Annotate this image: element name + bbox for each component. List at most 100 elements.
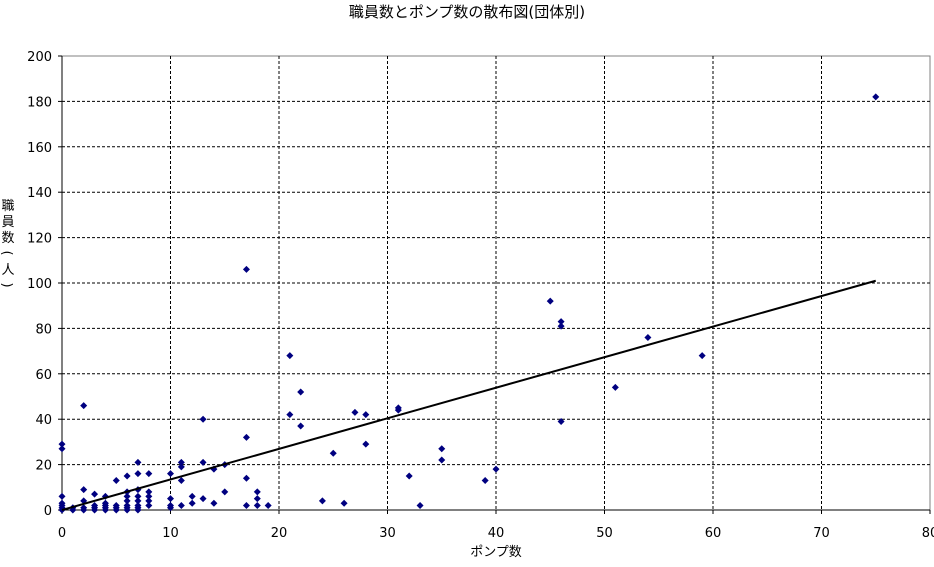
data-point [199, 495, 207, 503]
y-axis-title-char: ) [0, 282, 14, 287]
data-point [264, 501, 272, 509]
data-point [557, 322, 565, 330]
data-point [438, 456, 446, 464]
data-point [297, 388, 305, 396]
data-point [698, 352, 706, 360]
y-tick-label: 200 [27, 50, 52, 65]
data-point [145, 501, 153, 509]
data-point [611, 383, 619, 391]
data-point [221, 488, 229, 496]
y-axis-title-char: 員 [1, 215, 14, 230]
data-point [80, 402, 88, 410]
data-point [362, 440, 370, 448]
data-point [644, 333, 652, 341]
data-point [134, 506, 142, 514]
x-tick-label: 0 [58, 526, 66, 541]
x-tick-label: 10 [162, 526, 179, 541]
data-point [167, 504, 174, 512]
y-axis-title-char: 人 [1, 263, 14, 278]
data-point [134, 458, 142, 466]
data-point [112, 506, 120, 514]
y-tick-label: 120 [27, 232, 52, 247]
data-point [177, 458, 185, 466]
y-tick-label: 160 [27, 141, 52, 156]
x-tick-label: 50 [596, 526, 613, 541]
data-point [546, 297, 554, 305]
data-point [91, 506, 99, 514]
data-point [242, 265, 250, 273]
data-point [351, 408, 359, 416]
y-tick-label: 60 [35, 368, 52, 383]
data-point [253, 495, 261, 503]
x-tick-labels: 0 10 20 30 40 50 60 70 80 [58, 526, 934, 541]
data-point [80, 486, 88, 494]
chart-title: 職員数とポンプ数の散布図(団体別) [349, 3, 585, 21]
x-axis-title: ポンプ数 [470, 545, 522, 560]
data-point [242, 474, 250, 482]
trendline-group [61, 279, 877, 511]
y-tick-label: 180 [27, 95, 52, 110]
data-point [416, 501, 424, 509]
data-point [145, 497, 153, 505]
data-point [481, 476, 489, 484]
x-tick-label: 40 [488, 526, 505, 541]
data-point [167, 495, 174, 503]
data-point [286, 352, 294, 360]
x-tick-label: 60 [705, 526, 722, 541]
data-point [199, 415, 207, 423]
data-point [492, 465, 500, 473]
data-point [405, 472, 413, 480]
data-point [134, 492, 142, 500]
x-tick-label: 80 [922, 526, 934, 541]
trendline [61, 279, 877, 511]
data-point [210, 499, 218, 507]
data-point [134, 470, 142, 478]
x-tick-label: 70 [813, 526, 830, 541]
data-point [145, 470, 153, 478]
data-point [177, 501, 185, 509]
data-point [177, 476, 185, 484]
x-tick-label: 20 [271, 526, 288, 541]
y-tick-label: 20 [35, 459, 52, 474]
data-point [123, 506, 131, 514]
data-point [123, 492, 131, 500]
data-point [557, 417, 565, 425]
data-point [123, 472, 131, 480]
data-point [438, 445, 446, 453]
y-tick-label: 0 [44, 504, 52, 519]
data-point [58, 492, 66, 500]
y-axis-title-char: 職 [1, 199, 14, 214]
data-points [58, 93, 880, 514]
y-tick-labels: 0 20 40 60 80 100 120 140 160 180 200 [27, 50, 52, 519]
data-point [340, 499, 348, 507]
y-tick-label: 140 [27, 186, 52, 201]
data-point [253, 488, 261, 496]
data-point [58, 445, 66, 453]
y-tick-label: 80 [35, 322, 52, 337]
data-point [112, 476, 120, 484]
y-tick-label: 40 [35, 413, 52, 428]
data-point [101, 506, 109, 514]
data-point [177, 463, 185, 471]
data-point [286, 411, 294, 419]
data-point [394, 406, 402, 414]
data-point [167, 470, 174, 478]
y-axis-title-char: 数 [1, 231, 14, 246]
axes [58, 55, 931, 514]
gridlines [62, 56, 930, 510]
data-point [188, 499, 196, 507]
data-point [557, 318, 565, 326]
data-point [297, 422, 305, 430]
data-point [199, 458, 207, 466]
data-point [91, 490, 99, 498]
data-point [242, 501, 250, 509]
data-point [872, 93, 880, 101]
data-point [134, 497, 142, 505]
data-point [188, 492, 196, 500]
data-point [318, 497, 326, 505]
y-tick-label: 100 [27, 277, 52, 292]
y-axis-title: 職員数 (人) [0, 199, 15, 288]
data-point [123, 497, 131, 505]
